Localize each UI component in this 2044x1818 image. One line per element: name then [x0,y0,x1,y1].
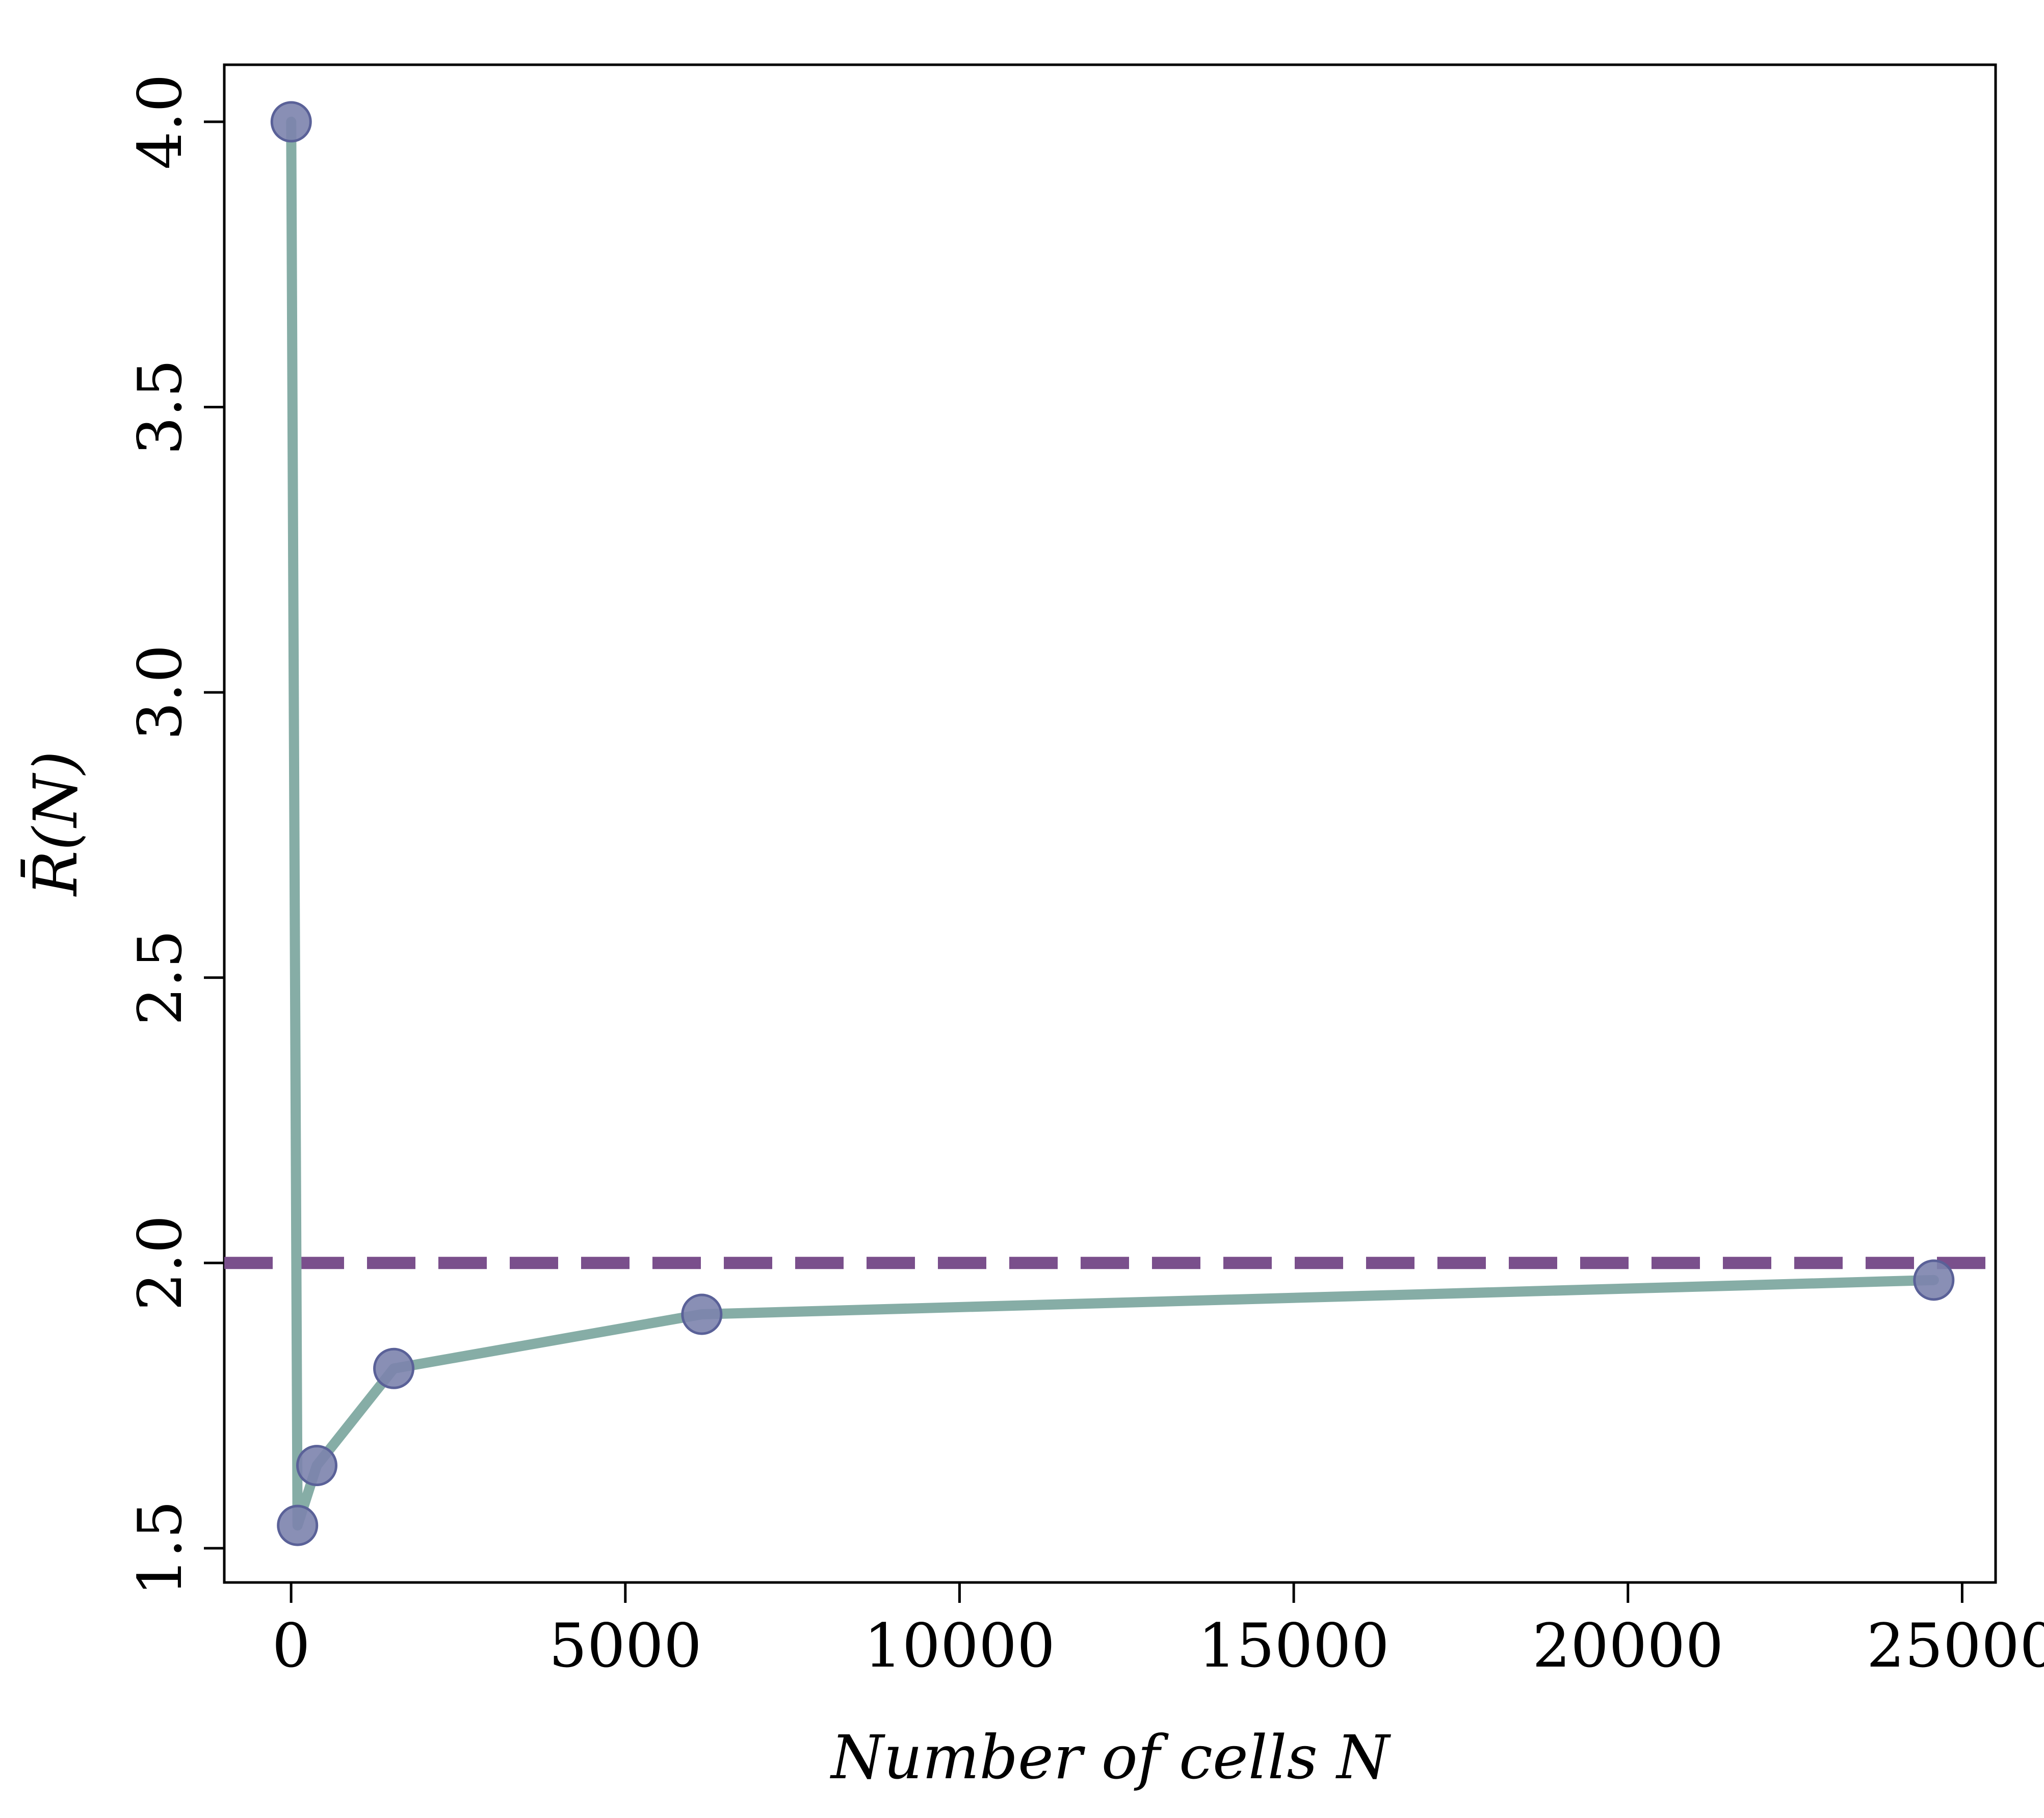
data-point [277,1504,319,1546]
x-axis: 0 5000 10000 15000 20000 25000 [272,1581,2044,1681]
y-tick-label: 1.5 [125,1500,195,1596]
x-tick-label: 5000 [549,1611,702,1681]
y-tick-label: 2.0 [125,1215,195,1311]
x-axis-label: Number of cells N [829,1722,1391,1793]
y-tick-label: 3.5 [125,359,195,455]
x-tick-label: 15000 [1198,1611,1389,1681]
data-point [270,101,312,143]
series-group [270,101,1955,1546]
data-point [296,1445,337,1487]
x-tick-label: 0 [272,1611,310,1681]
x-tick-label: 20000 [1532,1611,1723,1681]
y-axis-label: R̄(N) [20,751,91,897]
data-point [681,1293,723,1335]
y-tick-label: 2.5 [125,930,195,1026]
x-tick-label: 10000 [864,1611,1055,1681]
y-tick-label: 4.0 [125,74,195,170]
y-tick-label: 3.0 [125,644,195,740]
series-line [286,116,1939,1531]
data-point [1913,1259,1955,1301]
data-point [373,1347,415,1389]
y-axis: 1.5 2.0 2.5 3.0 3.5 4.0 [125,74,226,1596]
x-tick-label: 25000 [1867,1611,2044,1681]
